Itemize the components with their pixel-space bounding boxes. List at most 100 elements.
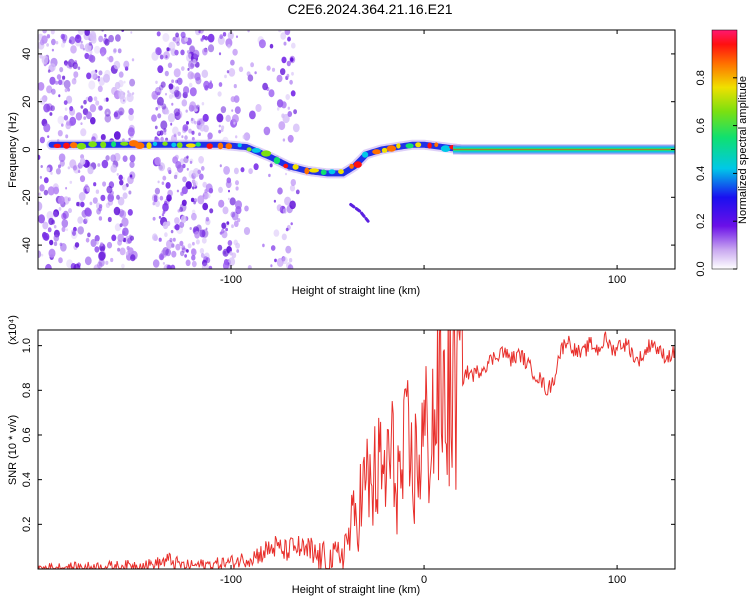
speckle-dot <box>94 246 100 253</box>
speckle-dot <box>68 208 72 214</box>
speckle-dot <box>49 112 53 116</box>
speckle-dot <box>181 245 186 251</box>
speckle-dot <box>102 181 107 187</box>
speckle-dot <box>282 208 287 214</box>
ridge-blob <box>415 142 422 148</box>
speckle-dot <box>63 100 68 105</box>
speckle-dot <box>160 120 168 130</box>
speckle-dot <box>154 125 158 130</box>
speckle-dot <box>162 202 169 212</box>
speckle-dot <box>88 80 96 90</box>
speckle-dot <box>227 197 230 201</box>
speckle-dot <box>110 257 114 263</box>
speckle-dot <box>180 215 187 223</box>
speckle-dot <box>202 202 209 211</box>
speckle-dot <box>166 239 173 249</box>
speckle-dot <box>225 38 233 48</box>
speckle-dot <box>218 186 223 193</box>
speckle-dot <box>43 232 50 241</box>
speckle-dot <box>159 195 164 201</box>
speckle-dot <box>167 167 172 173</box>
speckle-dot <box>114 81 121 90</box>
speckle-dot <box>292 123 300 133</box>
speckle-dot <box>266 65 271 71</box>
speckle-dot <box>157 65 164 74</box>
speckle-dot <box>194 231 201 239</box>
speckle-dot <box>199 30 204 34</box>
speckle-dot <box>98 35 104 43</box>
speckle-dot <box>185 109 188 113</box>
speckle-dot <box>151 90 159 100</box>
speckle-dot <box>162 262 165 265</box>
speckle-dot <box>192 49 200 59</box>
ridge-blob <box>434 142 439 147</box>
y-tick-label: 1.0 <box>21 338 33 353</box>
speckle-dot <box>200 37 204 43</box>
speckle-dot <box>51 38 56 46</box>
speckle-dot <box>101 159 109 169</box>
speckle-dot <box>184 37 189 42</box>
speckle-dot <box>58 257 63 264</box>
ridge-blob <box>440 145 451 153</box>
speckle-dot <box>78 192 86 201</box>
speckle-dot <box>41 35 48 44</box>
speckle-dot <box>221 230 228 239</box>
speckle-dot <box>104 34 107 38</box>
y-tick-label: -40 <box>21 237 33 253</box>
speckle-dot <box>217 91 222 97</box>
speckle-dot <box>283 41 287 46</box>
speckle-dot <box>274 258 277 263</box>
speckle-dot <box>222 206 229 215</box>
speckle-dot <box>162 247 169 256</box>
speckle-dot <box>154 187 160 195</box>
speckle-dot <box>179 158 185 165</box>
speckle-dot <box>66 95 73 104</box>
speckle-dot <box>281 101 287 109</box>
speckle-dot <box>90 70 97 79</box>
speckle-dot <box>190 72 196 79</box>
speckle-dot <box>181 135 184 139</box>
speckle-dot <box>46 43 49 47</box>
speckle-dot <box>195 239 200 245</box>
speckle-dot <box>113 131 121 140</box>
speckle-dot <box>285 227 289 232</box>
speckle-dot <box>165 248 172 257</box>
speckle-dot <box>123 80 126 84</box>
speckle-dot <box>287 111 293 117</box>
speckle-dot <box>189 87 197 97</box>
speckle-dot <box>131 58 135 62</box>
speckle-dot <box>290 179 296 186</box>
speckle-dot <box>53 234 60 242</box>
speckle-dot <box>113 206 121 216</box>
speckle-dot <box>119 247 126 256</box>
speckle-dot <box>201 69 209 79</box>
speckle-dot <box>84 43 92 52</box>
snr-series-line <box>38 330 675 569</box>
speckle-dot <box>189 46 195 53</box>
speckle-dot <box>233 121 236 125</box>
speckle-dot <box>128 190 132 195</box>
speckle-dot <box>157 113 162 119</box>
ridge-blob <box>386 145 397 152</box>
speckle-dot <box>117 247 121 252</box>
speckle-dot <box>289 200 296 210</box>
speckle-dot <box>258 39 266 49</box>
speckle-dot <box>192 186 195 190</box>
speckle-dot <box>152 233 158 241</box>
speckle-dot <box>181 199 187 206</box>
speckle-dot <box>125 251 129 256</box>
speckle-dot <box>287 36 291 42</box>
speckle-dot <box>116 173 119 176</box>
speckle-dot <box>284 196 292 206</box>
ridge-blob <box>185 143 196 148</box>
speckle-dot <box>152 94 157 100</box>
speckle-dot <box>70 45 77 54</box>
speckle-dot <box>182 124 189 132</box>
speckle-dot <box>80 105 84 109</box>
speckle-dot <box>209 208 214 214</box>
speckle-dot <box>169 237 173 243</box>
speckle-dot <box>219 164 222 168</box>
speckle-dot <box>38 41 45 50</box>
speckle-dot <box>93 264 101 269</box>
speckle-dot <box>83 116 87 120</box>
